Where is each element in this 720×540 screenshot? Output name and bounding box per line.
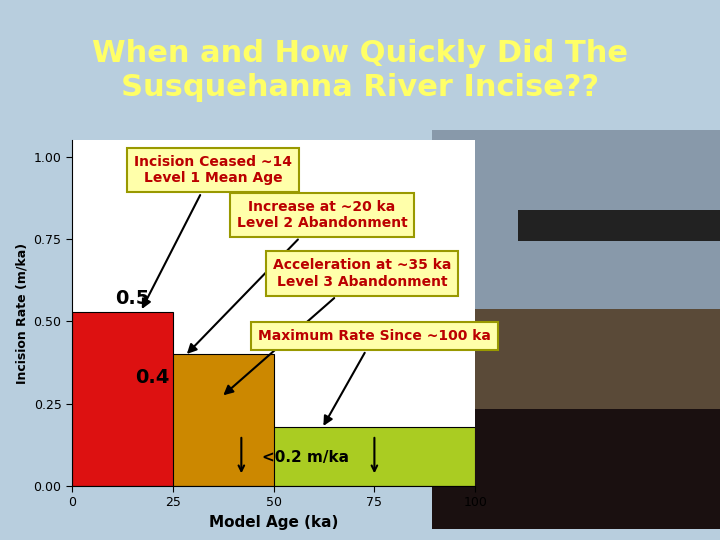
X-axis label: Model Age (ka): Model Age (ka) [209,515,338,530]
Bar [432,309,720,409]
Y-axis label: Incision Rate (m/ka): Incision Rate (m/ka) [15,242,28,384]
Bar [518,210,720,241]
Text: Incision Ceased ~14
Level 1 Mean Age: Incision Ceased ~14 Level 1 Mean Age [134,154,292,307]
Text: <0.2 m/ka: <0.2 m/ka [262,449,349,464]
Text: Increase at ~20 ka
Level 2 Abandonment: Increase at ~20 ka Level 2 Abandonment [189,200,408,352]
Text: Acceleration at ~35 ka
Level 3 Abandonment: Acceleration at ~35 ka Level 3 Abandonme… [225,258,451,394]
Text: When and How Quickly Did The
Susquehanna River Incise??: When and How Quickly Did The Susquehanna… [92,39,628,102]
Bar [432,130,720,309]
Bar [72,312,173,486]
Text: 0.4: 0.4 [135,368,170,387]
Text: Maximum Rate Since ~100 ka: Maximum Rate Since ~100 ka [258,329,491,424]
Bar [432,409,720,529]
Bar [72,354,274,486]
Text: 0.5: 0.5 [115,289,150,308]
Bar [173,427,475,486]
